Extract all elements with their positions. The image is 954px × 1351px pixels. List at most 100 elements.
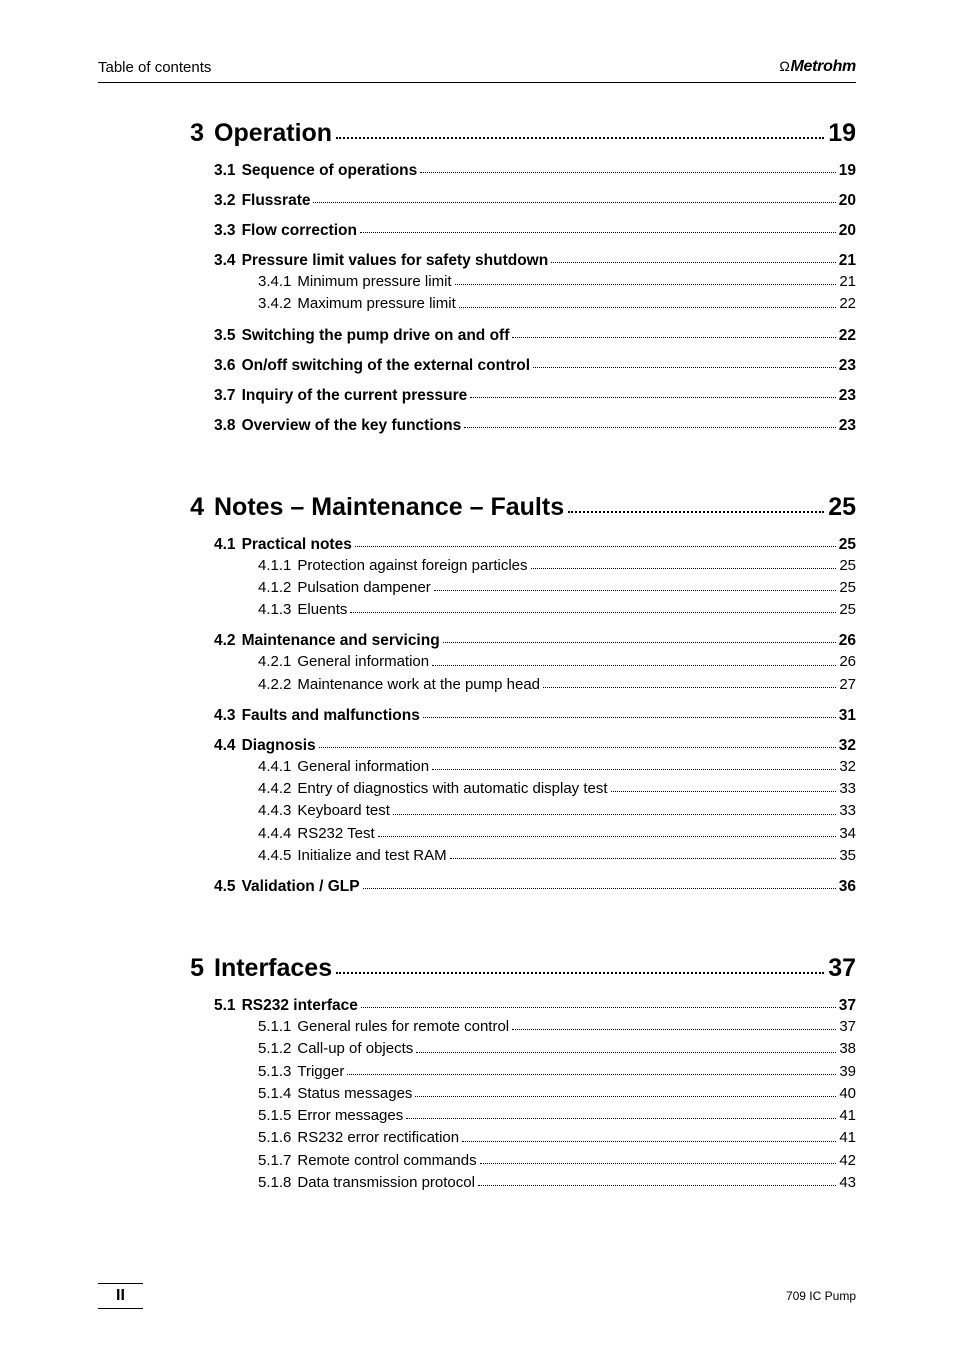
toc-subsection-row[interactable]: 5.1.6RS232 error rectification41 <box>258 1128 856 1148</box>
dot-leader <box>347 1074 836 1075</box>
toc-chapter: 3Operation19 3.1Sequence of operations19 3… <box>170 119 856 435</box>
section-page: 36 <box>839 878 856 896</box>
dot-leader <box>350 612 836 613</box>
section-page: 32 <box>839 737 856 755</box>
toc-subsection-row[interactable]: 4.1.3Eluents25 <box>258 600 856 620</box>
toc-chapter-row[interactable]: 4Notes – Maintenance – Faults25 <box>170 493 856 522</box>
toc-section-row[interactable]: 4.3Faults and malfunctions31 <box>214 707 856 725</box>
toc-section-row[interactable]: 3.4 Pressure limit values for safety shut… <box>214 252 856 270</box>
subsection-page: 35 <box>839 846 856 866</box>
dot-leader <box>393 814 836 815</box>
subsection-num: 4.1.1 <box>258 556 291 576</box>
toc-subsection-row[interactable]: 4.4.4RS232 Test34 <box>258 824 856 844</box>
toc-section-row[interactable]: 3.7 Inquiry of the current pressure 23 <box>214 387 856 405</box>
dot-leader <box>416 1052 836 1053</box>
toc-subsection-row[interactable]: 3.4.2Maximum pressure limit22 <box>258 294 856 314</box>
toc-section-row[interactable]: 4.1Practical notes25 <box>214 536 856 554</box>
toc-section-block: 3.2Flussrate20 <box>214 192 856 210</box>
section-title: Maintenance and servicing <box>242 632 440 650</box>
dot-leader <box>319 747 836 748</box>
section-title: Pressure limit values for safety shutdow… <box>242 252 549 270</box>
dot-leader <box>432 769 836 770</box>
toc-section-block: 3.3Flow correction20 <box>214 222 856 240</box>
toc-subsection-row[interactable]: 3.4.1 Minimum pressure limit 21 <box>258 272 856 292</box>
toc-subsection-row[interactable]: 5.1.3Trigger39 <box>258 1062 856 1082</box>
subsection-num: 3.4.2 <box>258 294 291 314</box>
section-title: Flow correction <box>242 222 357 240</box>
section-title: Diagnosis <box>242 737 316 755</box>
subsection-page: 40 <box>839 1084 856 1104</box>
section-page: 26 <box>839 632 856 650</box>
chapter-num: 4 <box>170 493 204 522</box>
toc-subsection-row[interactable]: 4.4.3Keyboard test33 <box>258 801 856 821</box>
dot-leader <box>336 972 824 974</box>
subsection-title: Remote control commands <box>297 1151 476 1171</box>
toc-section-row[interactable]: 3.6On/off switching of the external cont… <box>214 357 856 375</box>
subsection-page: 39 <box>839 1062 856 1082</box>
toc-subsection-row[interactable]: 4.2.1General information26 <box>258 652 856 672</box>
subsection-page: 21 <box>839 272 856 292</box>
subsection-page: 38 <box>839 1039 856 1059</box>
toc-section-row[interactable]: 3.5Switching the pump drive on and off22 <box>214 327 856 345</box>
subsection-title: Maintenance work at the pump head <box>297 675 540 695</box>
dot-leader <box>360 232 836 233</box>
toc-section-row[interactable]: 3.8Overview of the key functions23 <box>214 417 856 435</box>
toc-subsection-row[interactable]: 5.1.2Call-up of objects38 <box>258 1039 856 1059</box>
section-num: 3.4 <box>214 252 236 270</box>
section-num: 4.1 <box>214 536 236 554</box>
toc-subsection-row[interactable]: 5.1.5Error messages41 <box>258 1106 856 1126</box>
section-num: 3.5 <box>214 327 236 345</box>
subsection-num: 4.2.1 <box>258 652 291 672</box>
toc-subsection-row[interactable]: 4.4.5Initialize and test RAM35 <box>258 846 856 866</box>
toc-subsection-row[interactable]: 4.4.2Entry of diagnostics with automatic… <box>258 779 856 799</box>
toc-chapter-row[interactable]: 5Interfaces37 <box>170 954 856 983</box>
chapter-page: 37 <box>828 954 856 983</box>
section-page: 22 <box>839 327 856 345</box>
subsection-page: 34 <box>839 824 856 844</box>
dot-leader <box>462 1141 836 1142</box>
dot-leader <box>406 1118 836 1119</box>
section-page: 21 <box>839 252 856 270</box>
toc-subsection-row[interactable]: 4.4.1General information32 <box>258 757 856 777</box>
subsection-page: 26 <box>839 652 856 672</box>
subsection-num: 4.1.3 <box>258 600 291 620</box>
dot-leader <box>464 427 836 428</box>
toc-section-row[interactable]: 4.2 Maintenance and servicing 26 <box>214 632 856 650</box>
toc-chapter: 5Interfaces37 5.1RS232 interface37 5.1.1Ge… <box>170 954 856 1193</box>
subsection-num: 4.4.3 <box>258 801 291 821</box>
toc-section-row[interactable]: 3.3Flow correction20 <box>214 222 856 240</box>
toc-subsection-row[interactable]: 5.1.8Data transmission protocol43 <box>258 1173 856 1193</box>
toc-section-row[interactable]: 4.4 Diagnosis 32 <box>214 737 856 755</box>
subsection-page: 32 <box>839 757 856 777</box>
subsection-num: 5.1.7 <box>258 1151 291 1171</box>
toc-subsection-row[interactable]: 4.1.2Pulsation dampener25 <box>258 578 856 598</box>
dot-leader <box>336 137 824 139</box>
toc-section-row[interactable]: 5.1RS232 interface37 <box>214 997 856 1015</box>
dot-leader <box>533 367 836 368</box>
subsection-title: Maximum pressure limit <box>297 294 455 314</box>
subsection-page: 33 <box>839 779 856 799</box>
toc-subsection-row[interactable]: 5.1.7Remote control commands42 <box>258 1151 856 1171</box>
toc-subsection-row[interactable]: 4.2.2Maintenance work at the pump head27 <box>258 675 856 695</box>
dot-leader <box>423 717 836 718</box>
subsection-num: 5.1.3 <box>258 1062 291 1082</box>
dot-leader <box>512 337 835 338</box>
subsection-page: 41 <box>839 1106 856 1126</box>
subsection-title: Minimum pressure limit <box>297 272 451 292</box>
toc-section-row[interactable]: 3.2Flussrate20 <box>214 192 856 210</box>
subsection-num: 3.4.1 <box>258 272 291 292</box>
section-num: 4.3 <box>214 707 236 725</box>
toc-section-row[interactable]: 3.1Sequence of operations19 <box>214 162 856 180</box>
toc-chapter-row[interactable]: 3Operation19 <box>170 119 856 148</box>
section-page: 23 <box>839 387 856 405</box>
section-num: 4.2 <box>214 632 236 650</box>
toc-subsection-row[interactable]: 5.1.1General rules for remote control37 <box>258 1017 856 1037</box>
section-num: 4.4 <box>214 737 236 755</box>
toc-section-row[interactable]: 4.5Validation / GLP36 <box>214 878 856 896</box>
section-num: 3.7 <box>214 387 236 405</box>
subsection-num: 5.1.8 <box>258 1173 291 1193</box>
toc-subsection-row[interactable]: 4.1.1Protection against foreign particle… <box>258 556 856 576</box>
subsection-page: 41 <box>839 1128 856 1148</box>
toc-subsection-row[interactable]: 5.1.4Status messages40 <box>258 1084 856 1104</box>
section-title: Inquiry of the current pressure <box>242 387 468 405</box>
